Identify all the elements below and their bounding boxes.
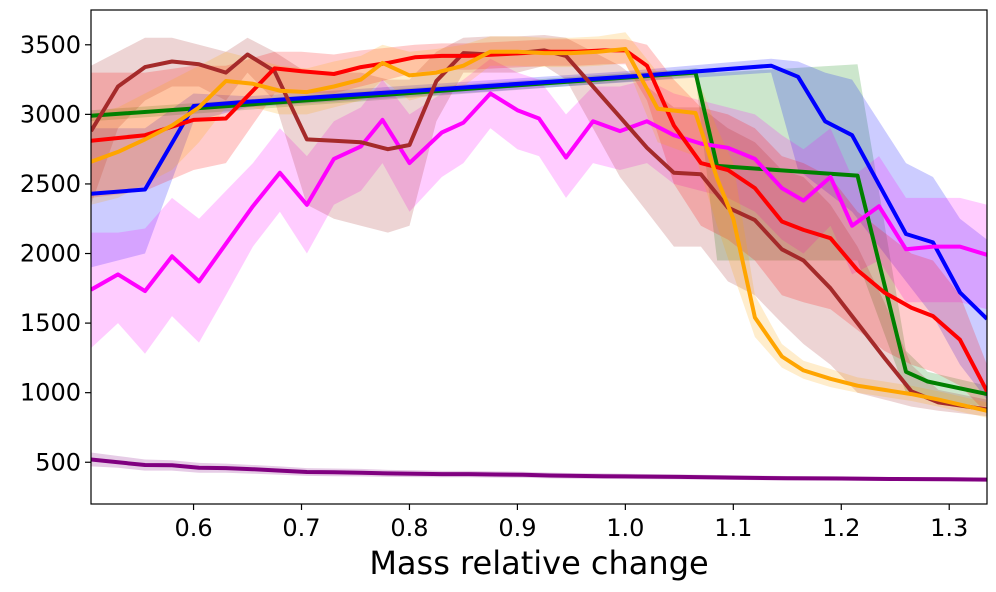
- band-red: [91, 39, 987, 414]
- x-axis: 0.6 0.7 0.8 0.9 1.0 1.1 1.2 1.3: [174, 504, 968, 542]
- x-tick-label: 0.9: [498, 514, 536, 542]
- series-line-orange: [91, 47, 987, 413]
- x-tick-label: 0.8: [390, 514, 428, 542]
- band-magenta: [91, 58, 987, 354]
- band-brown: [91, 35, 987, 417]
- x-tick-label: 1.3: [930, 514, 968, 542]
- y-axis: 500 1000 1500 2000 2500 3000 3500: [20, 31, 91, 476]
- band-orange: [91, 32, 987, 418]
- x-axis-title: Mass relative change: [369, 544, 708, 582]
- series-line-magenta: [91, 91, 987, 294]
- series-lines: [91, 47, 987, 482]
- band-green: [91, 64, 987, 407]
- y-tick-label: 500: [35, 448, 81, 476]
- x-tick-label: 0.7: [282, 514, 320, 542]
- plot-frame: [90, 9, 988, 505]
- x-tick-label: 1.2: [822, 514, 860, 542]
- confidence-bands: [91, 32, 987, 482]
- y-tick-label: 1000: [20, 379, 81, 407]
- y-tick-label: 3500: [20, 31, 81, 59]
- y-tick-label: 2000: [20, 240, 81, 268]
- series-line-blue: [91, 63, 987, 321]
- x-tick-label: 1.1: [714, 514, 752, 542]
- series-line-purple: [91, 457, 987, 482]
- x-tick-label: 0.6: [174, 514, 212, 542]
- y-tick-label: 3000: [20, 100, 81, 128]
- y-tick-label: 1500: [20, 309, 81, 337]
- y-tick-label: 2500: [20, 170, 81, 198]
- band-purple: [91, 452, 987, 482]
- x-tick-label: 1.0: [606, 514, 644, 542]
